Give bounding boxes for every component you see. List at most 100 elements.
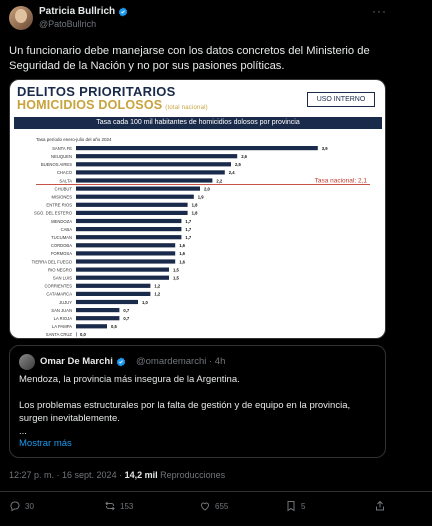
quote-author-name-row: Omar De Marchi [40, 356, 126, 367]
data-label: 1,6 [179, 259, 185, 264]
tweet-text: Un funcionario debe manejarse con los da… [9, 45, 370, 72]
quote-text: Mendoza, la provincia más insegura de la… [19, 373, 379, 438]
show-more-link[interactable]: Mostrar más [19, 438, 72, 449]
y-tick-label: JUJUY [59, 300, 72, 305]
divider [0, 491, 432, 492]
bar [76, 210, 188, 215]
share-button[interactable] [374, 500, 386, 512]
quote-line-1: Mendoza, la provincia más insegura de la… [19, 374, 240, 385]
data-label: 1,5 [173, 267, 179, 272]
y-tick-label: CATAMARCA [46, 292, 72, 297]
image-title: DELITOS PRIORITARIOS [17, 84, 176, 99]
data-label: 1,2 [154, 284, 160, 289]
bar [76, 194, 194, 199]
y-tick-label: RIO NEGRO [48, 267, 73, 272]
heart-icon [200, 502, 210, 511]
repost-count: 153 [120, 501, 134, 511]
data-label: 1,7 [185, 235, 191, 240]
chart-band-title: Tasa cada 100 mil habitantes de homicidi… [14, 117, 382, 129]
tweet-image[interactable]: DELITOS PRIORITARIOS HOMICIDIOS DOLOSOS(… [9, 79, 386, 339]
y-tick-label: SALTA [59, 178, 72, 183]
bookmark-button[interactable]: 5 [285, 500, 305, 512]
bookmark-count: 5 [301, 501, 306, 511]
y-tick-label: CORRIENTES [45, 284, 73, 289]
bar [76, 146, 318, 151]
data-label: 1,8 [192, 211, 198, 216]
bar [76, 316, 120, 321]
internal-use-badge: USO INTERNO [307, 92, 375, 107]
image-subtitle: HOMICIDIOS DOLOSOS (total nacional) [17, 98, 208, 112]
image-subtitle-note: (total nacional) [165, 105, 208, 111]
reply-button[interactable]: 30 [9, 500, 34, 512]
y-tick-label: MENDOZA [51, 219, 72, 224]
author-name-row[interactable]: Patricia Bullrich [39, 6, 128, 17]
views-label: Reproducciones [160, 470, 226, 480]
bookmark-icon [287, 501, 295, 512]
verified-badge-icon [118, 6, 128, 17]
y-tick-label: BUENOS AIRES [41, 162, 72, 167]
timestamp[interactable]: 12:27 p. m. · 16 sept. 2024 [9, 470, 117, 480]
like-button[interactable]: 655 [199, 500, 228, 512]
data-label: 1,8 [192, 203, 198, 208]
quote-author-handle: @omardemarchi · 4h [136, 356, 226, 367]
bar [76, 332, 77, 337]
bar [76, 308, 120, 313]
data-label: 0,0 [80, 332, 86, 337]
like-count: 655 [215, 501, 229, 511]
bar [76, 202, 188, 207]
y-tick-label: SAN JUAN [51, 308, 72, 313]
y-tick-label: SAN LUIS [53, 276, 72, 281]
bar [76, 227, 182, 232]
data-label: 2,0 [204, 186, 210, 191]
author-name[interactable]: Patricia Bullrich [39, 6, 116, 17]
y-tick-label: TIERRA DEL FUEGO [32, 259, 73, 264]
quoted-tweet[interactable]: Omar De Marchi @omardemarchi · 4h Mendoz… [9, 345, 386, 458]
y-tick-label: ENTRE RIOS [46, 203, 72, 208]
data-label: 1,7 [185, 227, 191, 232]
author-avatar[interactable] [9, 6, 33, 30]
action-bar: 30 153 655 5 [0, 500, 432, 520]
bar [76, 154, 238, 159]
data-label: 2,6 [241, 154, 247, 159]
y-tick-label: SANTA CRUZ [46, 332, 73, 337]
data-label: 0,7 [123, 308, 129, 313]
bar [76, 170, 225, 175]
data-label: 2,2 [216, 178, 222, 183]
y-tick-label: CHUBUT [55, 186, 73, 191]
share-icon [376, 500, 384, 511]
y-tick-label: MISIONES [52, 195, 73, 200]
bar [76, 243, 176, 248]
quote-verified-badge-icon [116, 356, 126, 367]
bar [76, 299, 138, 305]
bar [76, 283, 151, 288]
y-tick-label: CHACO [57, 170, 73, 175]
bar [76, 324, 107, 329]
author-handle[interactable]: @PatoBullrich [39, 19, 97, 29]
data-label: 1,5 [173, 276, 179, 281]
y-tick-label: FORMOSA [51, 251, 72, 256]
bar [76, 259, 176, 264]
reply-icon [10, 501, 20, 512]
image-subtitle-text: HOMICIDIOS DOLOSOS [17, 98, 163, 112]
reply-count: 30 [25, 501, 34, 511]
repost-icon [105, 501, 115, 511]
data-label: 0,5 [111, 324, 117, 329]
data-label: 2,5 [235, 162, 241, 167]
bar [76, 291, 151, 296]
y-tick-label: SANTA FE [52, 146, 72, 151]
bar-chart: SANTA FE 3,9 NEUQUEN 2,6 BUENOS AIRES 2,5 CHAC… [32, 146, 370, 337]
bar [76, 218, 182, 224]
data-label: 1,7 [185, 219, 191, 224]
data-label: 2,4 [229, 170, 235, 175]
bar [76, 251, 176, 256]
repost-button[interactable]: 153 [104, 500, 133, 512]
data-label: 1,0 [142, 300, 148, 305]
data-label: 1,6 [179, 243, 185, 248]
quote-author-avatar [19, 354, 35, 370]
y-tick-label: CABA [61, 227, 73, 232]
bar [76, 186, 200, 191]
y-tick-label: LA PAMPA [52, 324, 72, 329]
more-options-icon[interactable]: ··· [372, 4, 387, 18]
data-label: 1,2 [154, 292, 160, 297]
